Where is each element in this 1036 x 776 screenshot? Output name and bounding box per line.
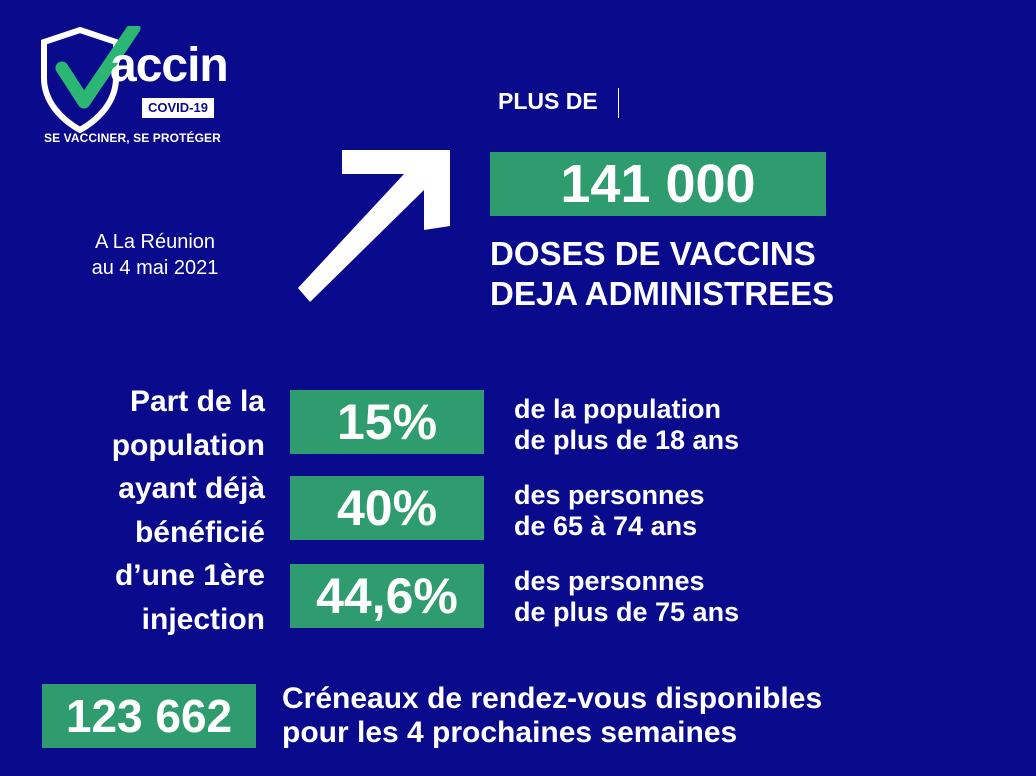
slots-description-line: pour les 4 prochaines semaines <box>282 716 738 749</box>
shield-check-icon <box>41 26 141 134</box>
date-line: au 4 mai 2021 <box>91 257 219 279</box>
pct-description-line: des personnes <box>514 480 705 510</box>
pct-box <box>290 390 484 454</box>
pct-value: 40% <box>336 480 438 536</box>
pct-value: 44,6% <box>316 568 458 624</box>
pct-description: des personnes de plus de 75 ans <box>514 566 739 628</box>
pct-description-line: de plus de 18 ans <box>514 425 740 455</box>
pct-description-line: de plus de 75 ans <box>514 597 740 627</box>
share-label-line: ayant déjà <box>118 472 265 506</box>
doses-caption-line: DOSES DE VACCINS <box>490 235 816 272</box>
doses-box <box>490 152 826 216</box>
pct-description-line: des personnes <box>514 566 705 596</box>
pct-description-line: de la population <box>514 394 721 424</box>
share-label-line: d’une 1ère <box>114 559 265 593</box>
logo-tagline: SE VACCINER, SE PROTÉGER <box>44 131 221 145</box>
slots-description-line: Créneaux de rendez-vous disponibles <box>282 682 823 715</box>
pct-description: des personnes de 65 à 74 ans <box>514 480 705 542</box>
location-date: A La Réunion au 4 mai 2021 <box>60 229 250 281</box>
share-label: Part de la population ayant déjà bénéfic… <box>60 380 265 642</box>
arrow-up-right-icon <box>298 150 450 302</box>
slots-box <box>42 684 256 748</box>
location-line: A La Réunion <box>94 231 216 253</box>
slots-description: Créneaux de rendez-vous disponibles pour… <box>282 682 822 750</box>
pct-description: de la population de plus de 18 ans <box>514 394 739 456</box>
share-label-line: Part de la <box>129 385 265 418</box>
doses-caption-line: DEJA ADMINISTREES <box>490 275 835 312</box>
pct-value: 15% <box>336 394 438 450</box>
headline-prefix: PLUS DE <box>498 88 598 114</box>
pct-description-line: de 65 à 74 ans <box>514 511 698 541</box>
text-cursor <box>618 88 619 118</box>
share-label-line: injection <box>141 602 265 636</box>
doses-value: 141 000 <box>560 154 756 214</box>
share-label-line: population <box>111 428 265 462</box>
pct-box <box>290 476 484 540</box>
logo-word: accin <box>110 39 229 92</box>
vaccin-logo <box>40 26 240 151</box>
covid-badge: COVID-19 <box>142 98 214 118</box>
pct-box <box>290 564 484 628</box>
slots-value: 123 662 <box>65 690 233 742</box>
share-label-line: bénéficié <box>134 515 265 549</box>
doses-caption: DOSES DE VACCINS DEJA ADMINISTREES <box>490 234 834 314</box>
